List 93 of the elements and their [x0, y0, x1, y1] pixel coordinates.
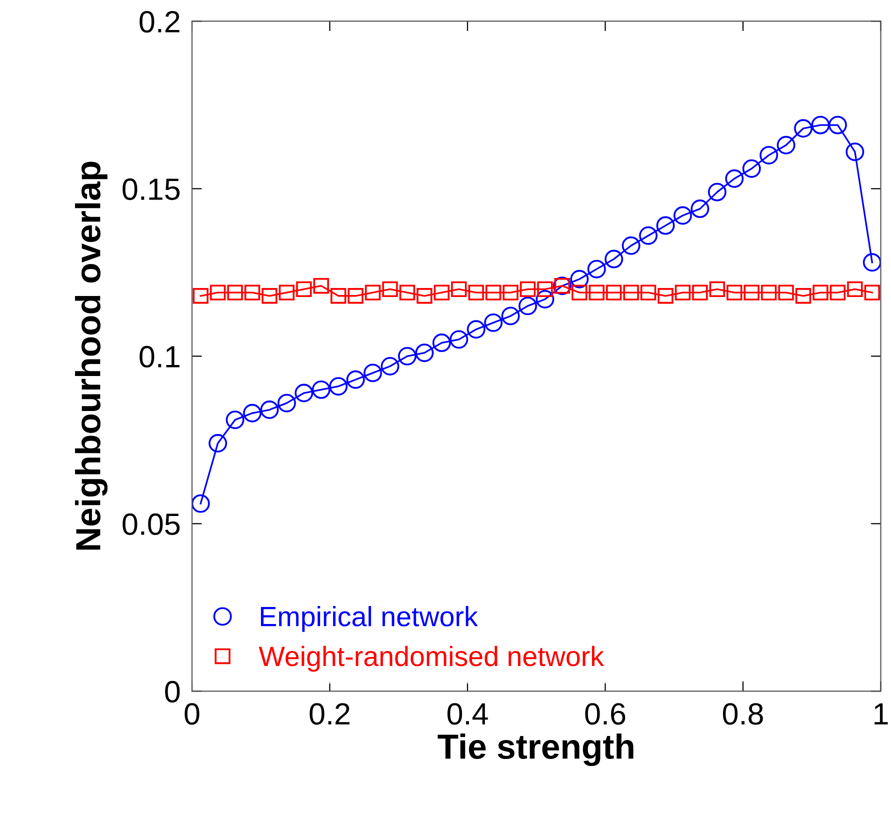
y-axis-title: Neighbourhood overlap: [75, 162, 108, 550]
point: [380, 356, 400, 376]
point: [658, 288, 674, 304]
point: [778, 284, 794, 300]
x-tick-label: 0.4: [447, 703, 488, 725]
point: [451, 281, 467, 298]
point: [262, 288, 278, 304]
point: [692, 284, 708, 300]
point: [415, 344, 434, 362]
point: [623, 284, 639, 300]
point: [811, 116, 830, 134]
point: [794, 119, 813, 138]
point: [468, 284, 484, 300]
y-tick-label: 0.1: [140, 346, 180, 368]
point: [862, 253, 881, 272]
x-tick-label: 0: [184, 703, 200, 725]
x-tick-label: 1: [874, 703, 888, 724]
point: [294, 384, 314, 402]
point: [760, 146, 778, 164]
point: [776, 136, 796, 154]
point: [846, 142, 864, 162]
point: [382, 281, 398, 298]
point: [484, 313, 503, 332]
point: [277, 394, 296, 412]
legend-label: Empirical network: [260, 606, 478, 632]
point: [709, 281, 726, 298]
point: [690, 200, 710, 218]
point: [572, 284, 588, 300]
y-tick-label: 0.05: [122, 513, 180, 536]
point: [208, 434, 228, 453]
point: [537, 281, 553, 298]
point: [278, 284, 295, 300]
point: [812, 284, 828, 300]
point: [243, 404, 262, 422]
point: [364, 364, 382, 382]
point: [639, 226, 658, 245]
point: [226, 410, 244, 430]
point: [364, 284, 381, 300]
y-tick-label: 0.15: [122, 178, 180, 200]
point: [744, 284, 760, 300]
point: [622, 236, 640, 255]
point: [502, 284, 518, 300]
point: [399, 284, 416, 300]
point: [760, 284, 777, 300]
point: [244, 284, 260, 300]
x-tick-label: 0.6: [585, 703, 626, 725]
point: [520, 281, 536, 298]
y-tick-label: 0: [165, 680, 180, 703]
point: [847, 281, 863, 298]
point: [210, 284, 226, 300]
point: [830, 284, 846, 300]
point: [330, 288, 346, 304]
point: [434, 284, 450, 300]
point: [296, 281, 312, 298]
point: [674, 284, 691, 300]
point: [828, 116, 847, 134]
point: [450, 330, 468, 349]
point: [570, 270, 589, 288]
point: [674, 206, 692, 225]
point: [192, 494, 210, 513]
point: [742, 159, 761, 178]
point: [346, 370, 365, 389]
legend-label: Weight-randomised network: [258, 646, 604, 672]
point: [795, 288, 812, 304]
y-tick-label: 0.2: [140, 10, 180, 33]
point: [485, 284, 502, 300]
point: [501, 306, 520, 326]
x-tick-label: 0.8: [722, 703, 763, 725]
point: [192, 288, 208, 304]
point: [864, 284, 880, 300]
point: [587, 260, 606, 278]
point: [725, 169, 744, 188]
point: [640, 284, 656, 300]
point: [398, 346, 416, 366]
point: [604, 250, 624, 268]
point: [227, 284, 243, 300]
point: [312, 380, 330, 399]
point: [348, 288, 364, 304]
point: [588, 284, 604, 300]
point: [518, 296, 538, 316]
point: [466, 320, 486, 339]
point: [726, 284, 742, 300]
x-tick-label: 0.2: [310, 703, 350, 725]
point: [708, 182, 726, 202]
point: [606, 284, 622, 300]
point: [656, 216, 675, 235]
point: [416, 288, 432, 304]
point: [536, 290, 554, 308]
point: [432, 334, 451, 352]
point: [329, 377, 348, 396]
point: [313, 278, 329, 294]
x-axis-title: Tie strength: [438, 734, 634, 766]
point: [260, 400, 279, 420]
